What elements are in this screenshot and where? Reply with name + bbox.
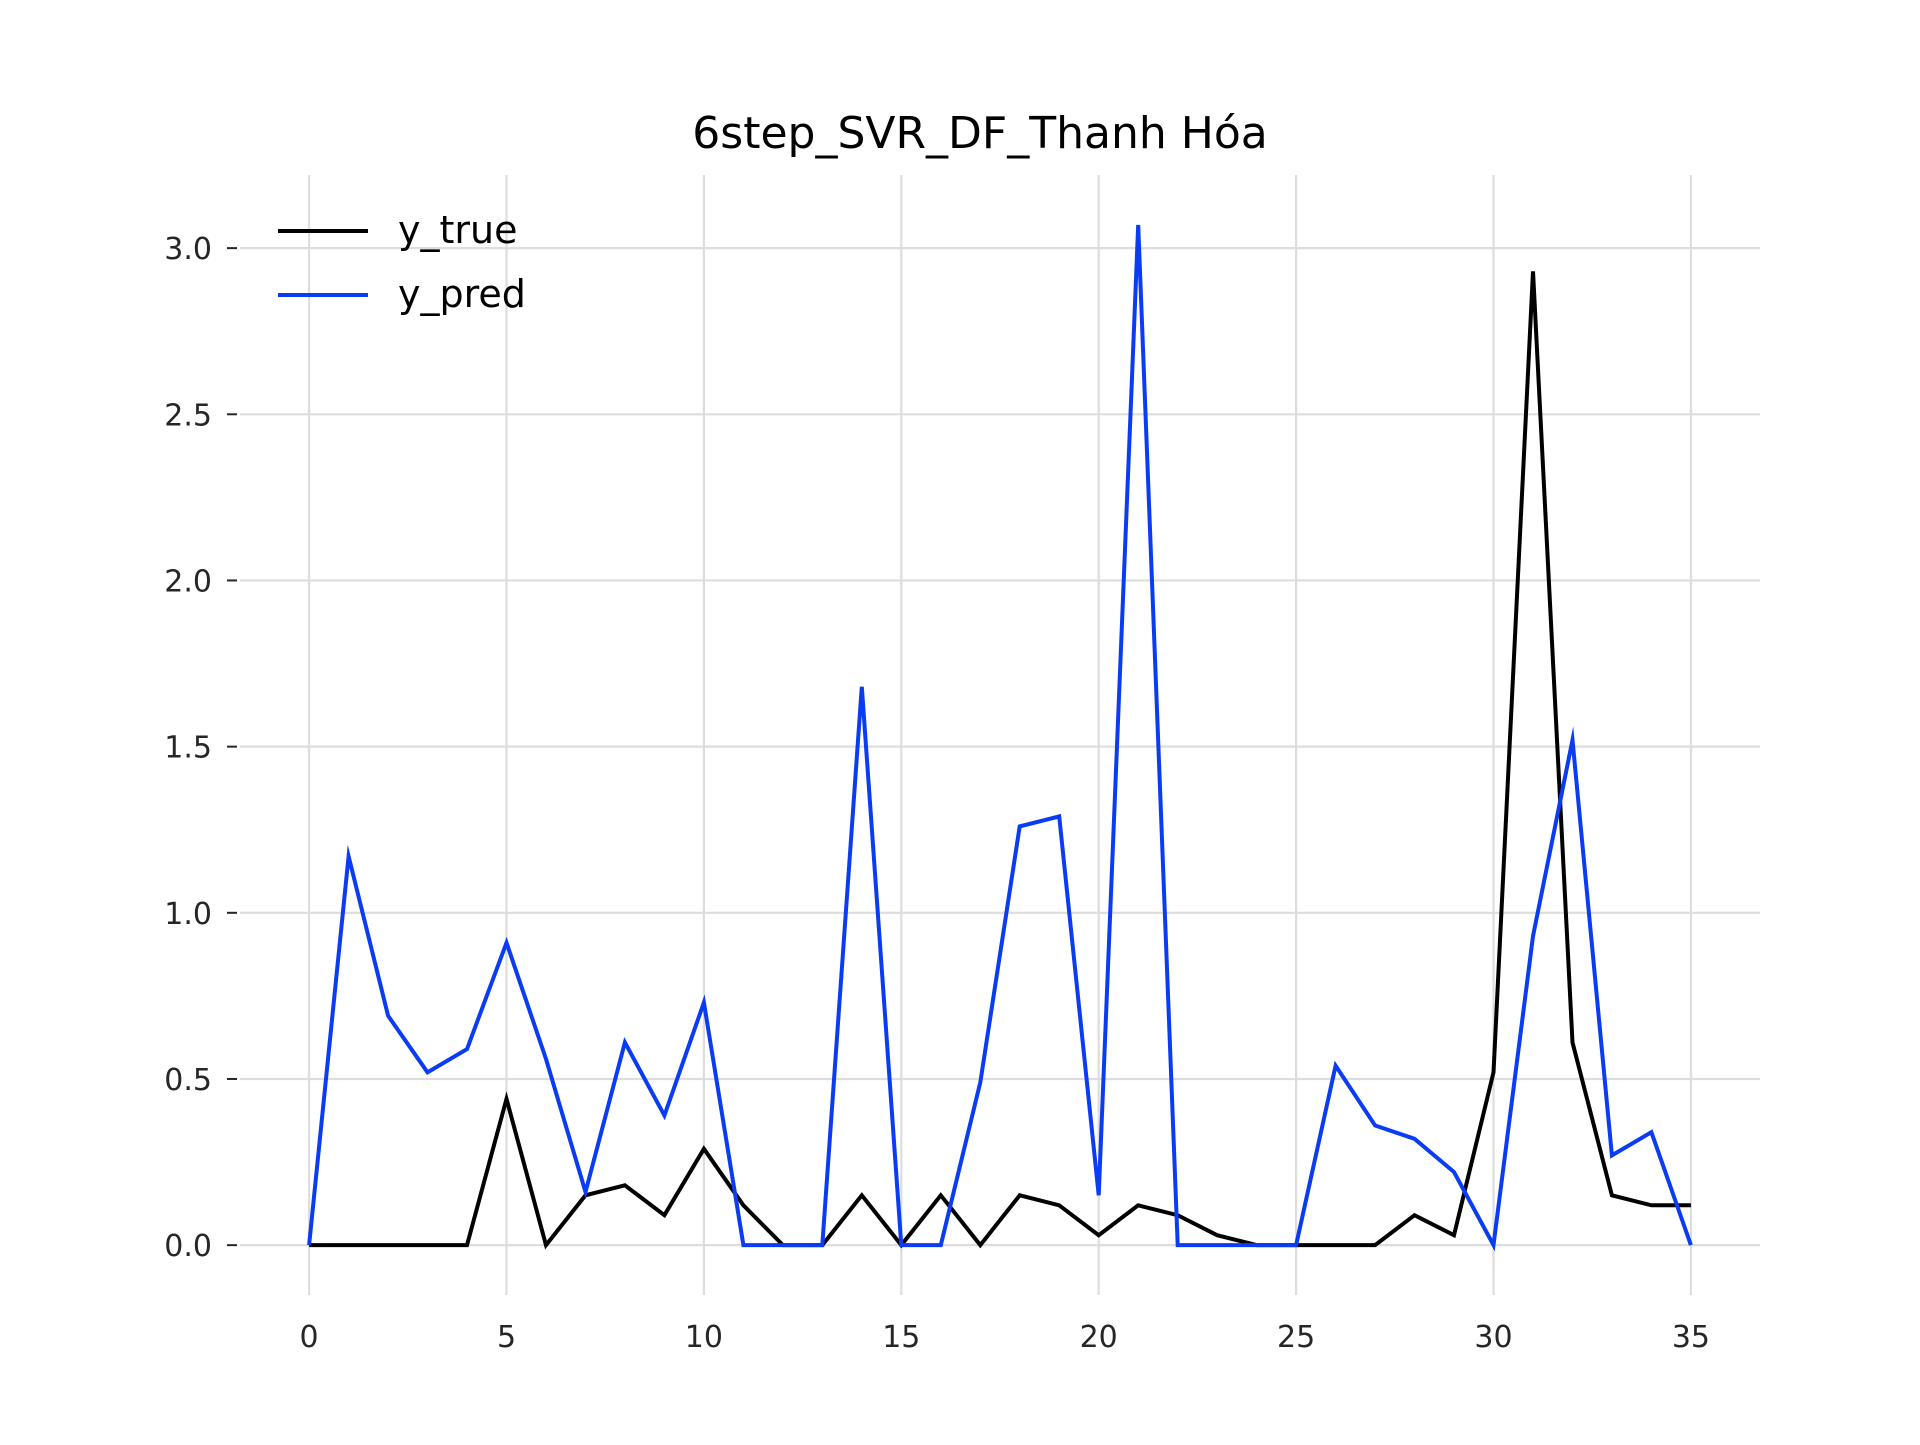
series-lines <box>307 224 1693 1252</box>
x-tick-label: 5 <box>497 1320 516 1355</box>
legend: y_true y_pred <box>278 208 526 316</box>
x-tick-label: 30 <box>1474 1320 1512 1355</box>
x-tick-label: 10 <box>685 1320 723 1355</box>
y-tick-label: 0.5 <box>164 1063 212 1098</box>
series-line-y-true <box>309 271 1691 1250</box>
axis-ticks: 0 5 10 15 20 25 30 35 0.0 0.5 1.0 1.5 2.0 2.5 3.0 <box>164 232 1710 1355</box>
x-tick-label: 35 <box>1672 1320 1710 1355</box>
chart-title: 6step_SVR_DF_Thanh Hóa <box>692 108 1267 159</box>
grid <box>240 175 1760 1295</box>
x-tick-label: 0 <box>300 1320 319 1355</box>
x-tick-label: 20 <box>1080 1320 1118 1355</box>
series-line-y-pred <box>307 224 1693 1252</box>
x-tick-label: 15 <box>882 1320 920 1355</box>
y-tick-label: 3.0 <box>164 232 212 267</box>
y-tick-label: 1.0 <box>164 897 212 932</box>
legend-label: y_true <box>398 208 517 252</box>
x-tick-label: 25 <box>1277 1320 1315 1355</box>
y-tick-label: 2.5 <box>164 398 212 433</box>
y-tick-label: 1.5 <box>164 731 212 766</box>
legend-label: y_pred <box>398 272 526 316</box>
y-tick-label: 2.0 <box>164 564 212 599</box>
y-tick-label: 0.0 <box>164 1229 212 1264</box>
